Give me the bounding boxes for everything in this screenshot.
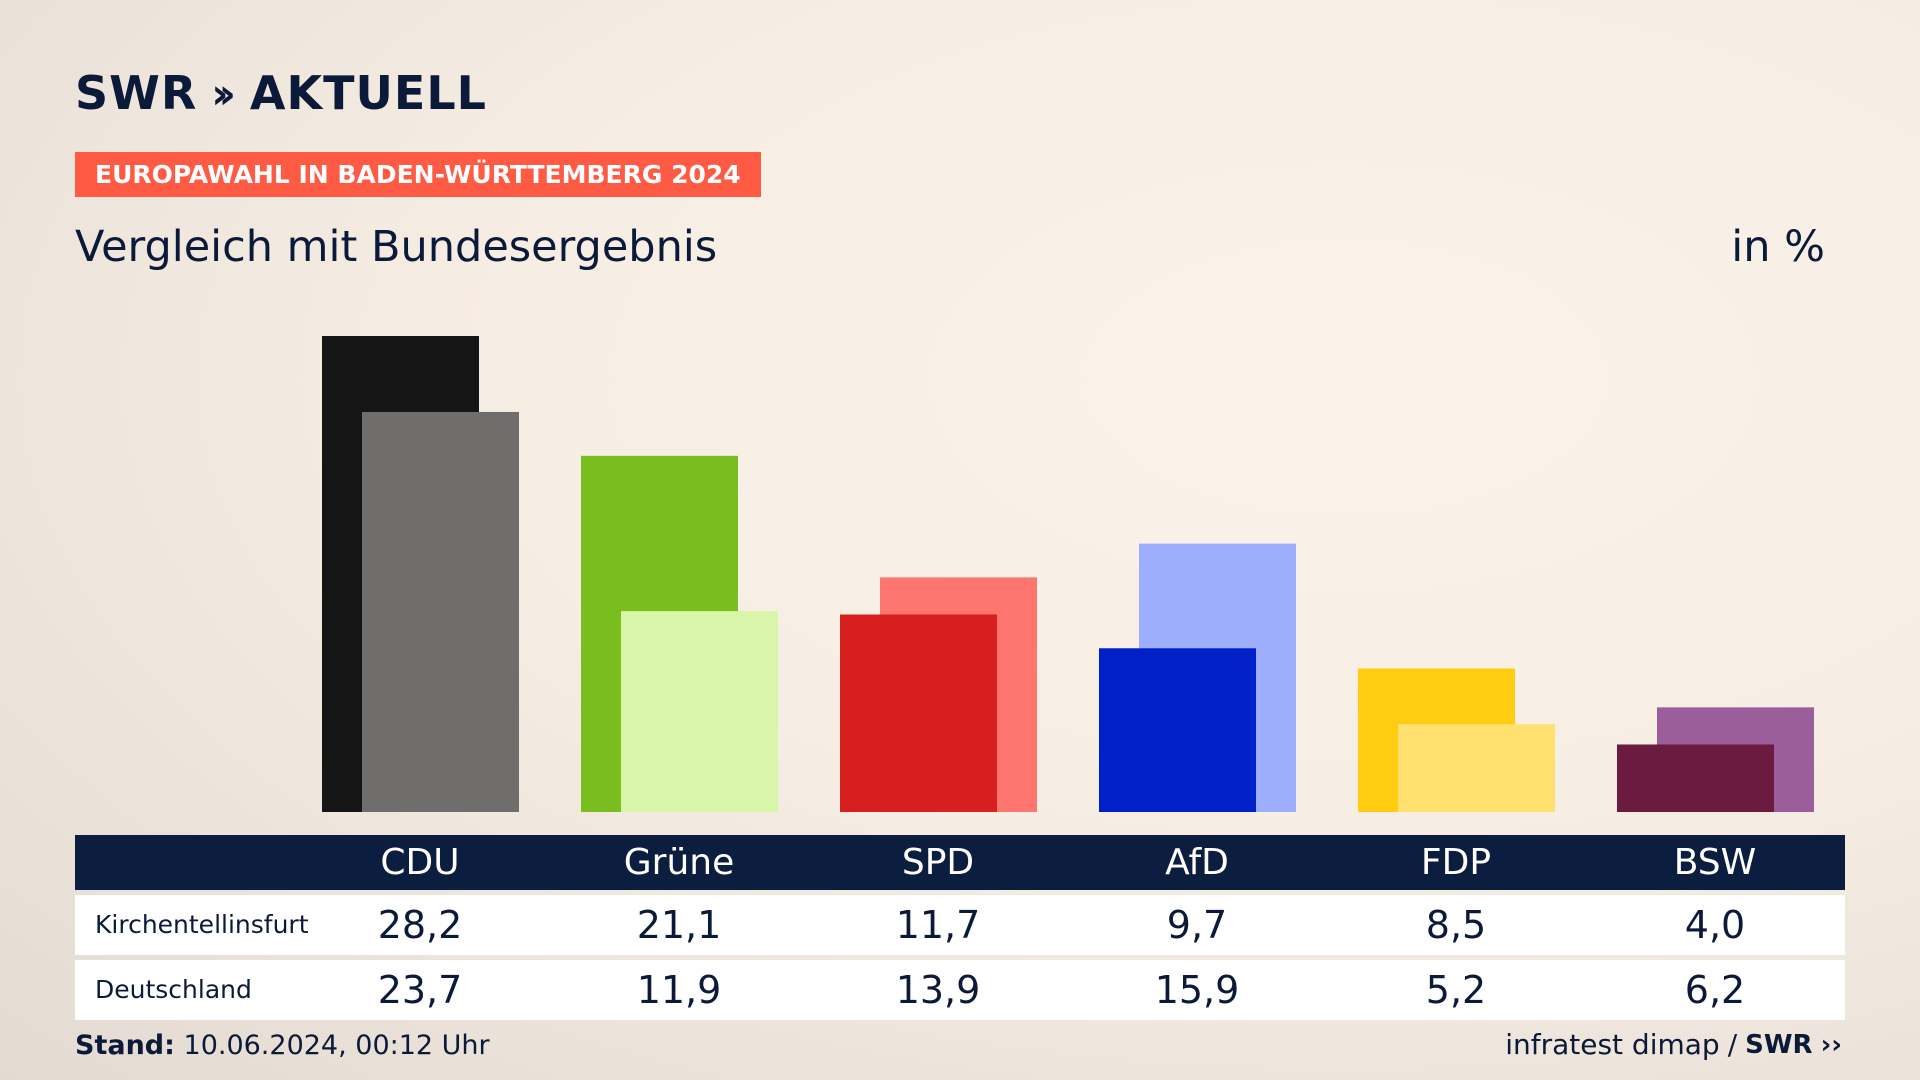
swr-aktuell-logo: SWR ›› AKTUELL — [75, 66, 487, 120]
table-cell: 11,7 — [895, 903, 981, 947]
stand-label: Stand: — [75, 1030, 175, 1061]
bar-kirchentellinsfurt-spd — [840, 614, 997, 812]
source-swr-logo: SWR — [1745, 1029, 1813, 1060]
double-chevron-icon: ›› — [1820, 1029, 1842, 1060]
results-table: CDU Grüne SPD AfD FDP BSW Kirchentellinsfurt 2… — [75, 835, 1845, 1020]
table-header: CDU Grüne SPD AfD FDP BSW — [75, 835, 1845, 890]
bar-deutschland-fdp — [1398, 724, 1555, 812]
bar-deutschland-grüne — [621, 611, 778, 812]
timestamp: Stand: 10.06.2024, 00:12 Uhr — [75, 1030, 490, 1061]
bar-kirchentellinsfurt-bsw — [1617, 744, 1774, 812]
table-cell: 28,2 — [377, 903, 463, 947]
table-cell: 15,9 — [1154, 968, 1240, 1012]
table-cell: 11,9 — [636, 968, 722, 1012]
table-header-cell: AfD — [1165, 842, 1229, 883]
table-cell: 21,1 — [636, 903, 722, 947]
source-credit: infratest dimap / SWR ›› — [1505, 1028, 1842, 1061]
table-cell: 4,0 — [1684, 903, 1746, 947]
logo-swr: SWR — [75, 66, 198, 120]
bar-chart — [322, 336, 1814, 812]
table-header-cell: Grüne — [623, 842, 735, 883]
unit-label: in % — [1731, 222, 1825, 272]
table-header-cell: FDP — [1420, 842, 1492, 883]
table-header-cell: SPD — [901, 842, 975, 883]
chart-subtitle: Vergleich mit Bundesergebnis — [75, 222, 718, 272]
stand-value: 10.06.2024, 00:12 Uhr — [183, 1030, 490, 1061]
bar-deutschland-cdu — [362, 411, 519, 812]
table-row: Kirchentellinsfurt 28,2 21,1 11,7 9,7 8,5 4,0 — [75, 895, 1845, 955]
table-header-cell: CDU — [380, 842, 460, 883]
election-badge: EUROPAWAHL IN BADEN-WÜRTTEMBERG 2024 — [75, 152, 761, 197]
table-cell: 5,2 — [1425, 968, 1487, 1012]
table-cell: 8,5 — [1425, 903, 1487, 947]
source-separator: / — [1727, 1028, 1738, 1061]
row-label: Deutschland — [95, 975, 252, 1004]
table-header-cell: BSW — [1673, 842, 1757, 883]
table-cell: 13,9 — [895, 968, 981, 1012]
table-body: Kirchentellinsfurt 28,2 21,1 11,7 9,7 8,5 4,0 D… — [75, 895, 1845, 1020]
row-label: Kirchentellinsfurt — [95, 910, 309, 939]
table-cell: 9,7 — [1166, 903, 1228, 947]
table-cell: 6,2 — [1684, 968, 1746, 1012]
bar-kirchentellinsfurt-afd — [1099, 648, 1256, 812]
table-cell: 23,7 — [377, 968, 463, 1012]
table-row: Deutschland 23,7 11,9 13,9 15,9 5,2 6,2 — [75, 960, 1845, 1020]
source-name: infratest dimap — [1505, 1028, 1720, 1061]
logo-aktuell: AKTUELL — [249, 66, 487, 120]
